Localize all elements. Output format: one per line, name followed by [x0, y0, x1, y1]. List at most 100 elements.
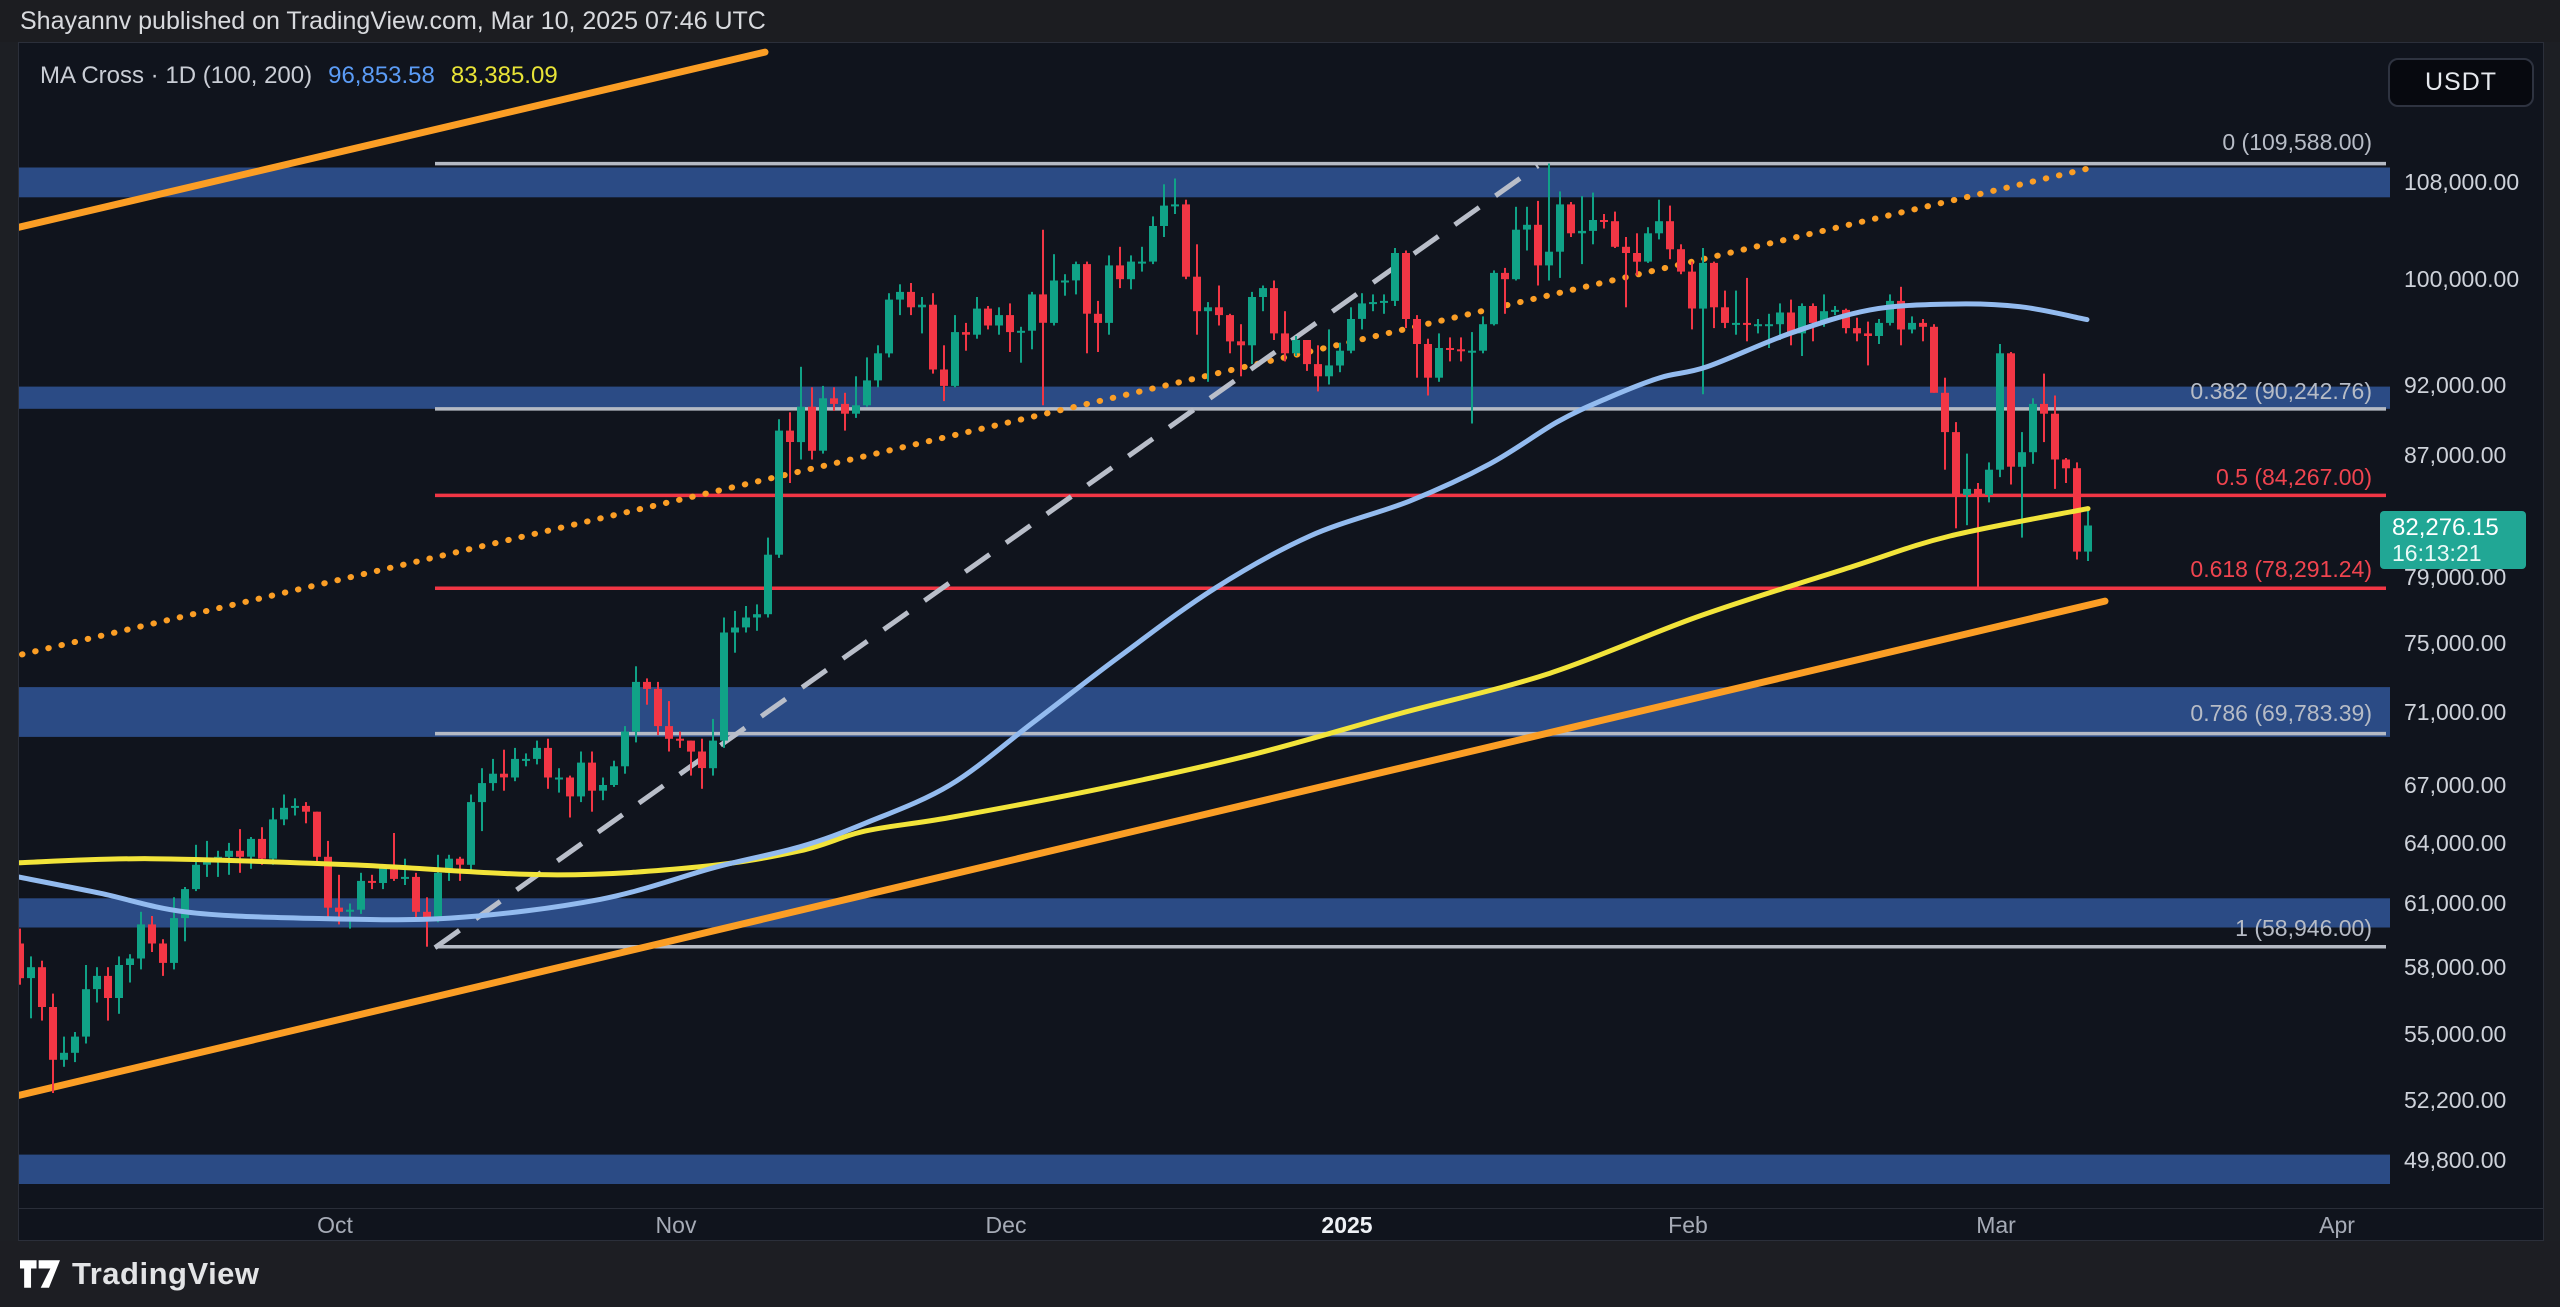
candle — [1710, 261, 1718, 329]
candle — [1413, 315, 1421, 378]
price-tick: 108,000.00 — [2404, 169, 2520, 195]
candle — [148, 916, 156, 952]
candle — [500, 749, 508, 791]
candle — [159, 939, 167, 976]
currency-toggle-label: USDT — [2424, 68, 2498, 96]
candle — [2007, 352, 2015, 485]
candle — [1160, 184, 1168, 237]
price-tick: 58,000.00 — [2404, 954, 2507, 981]
price-tick: 61,000.00 — [2404, 890, 2507, 917]
candle — [137, 911, 145, 970]
candle — [1754, 319, 1762, 334]
candle — [1655, 199, 1663, 240]
candle — [1776, 303, 1784, 340]
candle — [742, 606, 750, 633]
candle — [236, 829, 244, 873]
candle — [19, 928, 24, 985]
channel-mid-dotted[interactable] — [19, 163, 2098, 658]
candle — [1292, 336, 1300, 356]
candle — [445, 854, 453, 881]
candle — [1094, 300, 1102, 352]
candle — [2040, 373, 2048, 443]
candle — [511, 747, 519, 782]
currency-toggle-button[interactable]: USDT — [2388, 58, 2534, 107]
bar-countdown: 16:13:21 — [2392, 539, 2482, 566]
candle — [1534, 200, 1542, 286]
time-axis-label: Dec — [985, 1212, 1027, 1238]
candle — [60, 1036, 68, 1067]
candle — [489, 758, 497, 791]
brand-bar: TradingView — [0, 1241, 2560, 1307]
time-axis-label: Mar — [1976, 1212, 2016, 1238]
candle — [709, 718, 717, 776]
candle — [1182, 199, 1190, 280]
candle — [1380, 294, 1388, 314]
candle — [632, 666, 640, 743]
candle — [1556, 191, 1564, 278]
candle — [1204, 302, 1212, 382]
candle — [1699, 248, 1707, 395]
candle — [1402, 250, 1410, 329]
tradingview-link[interactable]: TradingView — [20, 1241, 260, 1307]
candle — [1314, 345, 1322, 392]
candle — [819, 385, 827, 454]
candle — [1490, 270, 1498, 326]
candle — [1919, 319, 1927, 342]
candle — [1358, 293, 1366, 330]
candle — [852, 376, 860, 418]
candle — [1897, 286, 1905, 346]
last-price-badge: 82,276.15 16:13:21 — [2380, 510, 2526, 569]
sr-bands — [19, 167, 2390, 1184]
candle — [522, 753, 530, 767]
candle — [841, 392, 849, 431]
candle — [588, 751, 596, 812]
candle — [302, 802, 310, 824]
candle — [577, 751, 585, 803]
candle — [1050, 254, 1058, 326]
candle — [1666, 205, 1674, 260]
ma200-line — [19, 506, 2091, 878]
candle — [93, 967, 101, 1003]
fib-label: 0.618 (78,291.24) — [2190, 556, 2372, 582]
candle — [1963, 453, 1971, 526]
candle — [1215, 285, 1223, 326]
candle — [643, 678, 651, 705]
indicator-legend[interactable]: MA Cross · 1D (100, 200) 96,853.58 83,38… — [40, 62, 558, 90]
candle — [1424, 338, 1432, 396]
candle — [38, 960, 46, 1021]
candle — [1600, 214, 1608, 229]
candle — [654, 681, 662, 736]
candle — [1479, 316, 1487, 354]
candle — [1677, 244, 1685, 275]
channel-lower-line[interactable] — [19, 597, 2109, 1099]
candle — [1457, 337, 1465, 362]
candle — [1985, 462, 1993, 503]
candle — [1325, 329, 1333, 385]
publisher-bar: Shayannv published on TradingView.com, M… — [0, 0, 2560, 42]
candle — [1270, 280, 1278, 340]
candle — [1083, 261, 1091, 354]
candle — [1226, 313, 1234, 354]
candle — [731, 610, 739, 653]
trendline-drawings — [19, 48, 2109, 1099]
price-tick: 100,000.00 — [2404, 266, 2520, 293]
accel-trend-dashed[interactable] — [433, 163, 1540, 950]
candle — [951, 315, 959, 388]
candle — [874, 345, 882, 388]
candle — [566, 775, 574, 818]
channel-upper-line[interactable] — [19, 48, 769, 231]
candle — [291, 798, 299, 816]
candle — [896, 284, 904, 316]
candle — [1523, 206, 1531, 251]
candle — [1996, 344, 2004, 478]
candle — [1435, 333, 1443, 382]
candle — [104, 967, 112, 1021]
price-tick: 67,000.00 — [2404, 772, 2507, 798]
price-tick: 92,000.00 — [2404, 371, 2507, 398]
time-axis-label: Oct — [317, 1212, 353, 1238]
candle — [610, 760, 618, 787]
chart-widget[interactable] — [18, 42, 2544, 1241]
candle — [599, 777, 607, 801]
